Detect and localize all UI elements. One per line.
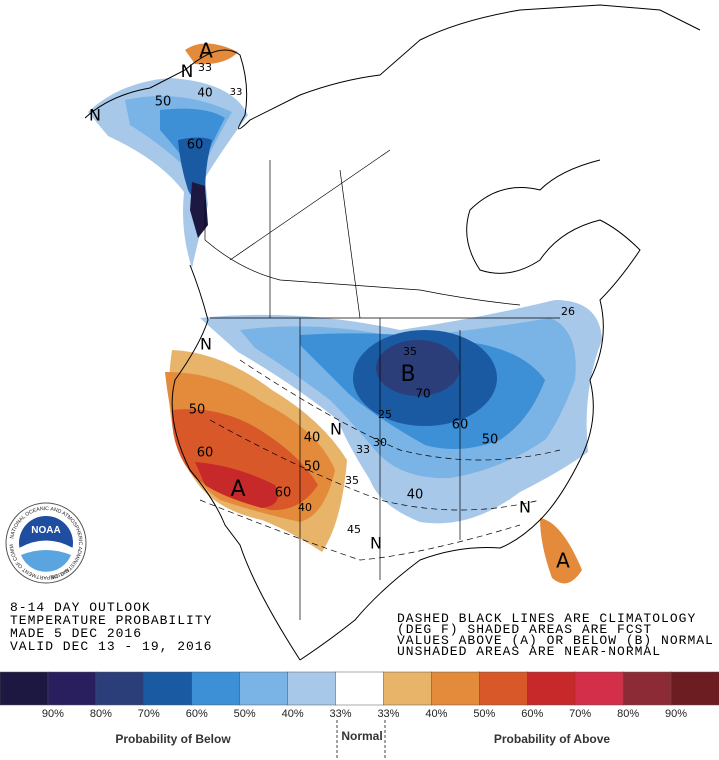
legend-heading: Normal xyxy=(341,729,382,743)
note-line: UNSHADED AREAS ARE NEAR-NORMAL xyxy=(397,644,661,659)
legend-swatch xyxy=(527,671,576,706)
map-label: 60 xyxy=(452,418,469,433)
title-line: MADE 5 DEC 2016 xyxy=(10,626,142,641)
map-label: 30 xyxy=(373,436,387,449)
legend-label: 33% xyxy=(330,708,352,720)
map-label: N xyxy=(370,534,382,553)
legend-label: 50% xyxy=(473,708,495,720)
map-label: 40 xyxy=(298,501,312,514)
legend-swatch xyxy=(191,671,241,706)
shade-us-below xyxy=(376,340,460,396)
map-label: 50 xyxy=(482,433,499,448)
map-label: 50 xyxy=(304,460,321,475)
legend-swatch xyxy=(287,671,337,706)
legend-swatch xyxy=(335,671,385,706)
map-label: 40 xyxy=(304,431,321,446)
legend-label: 70% xyxy=(569,708,591,720)
shade-alaska-above xyxy=(185,43,238,65)
map-label: 33 xyxy=(198,61,212,74)
shade-florida-above xyxy=(540,518,582,584)
map-label: N xyxy=(519,498,531,517)
note-line: VALUES ABOVE (A) OR BELOW (B) NORMAL xyxy=(397,633,714,648)
map-label: B xyxy=(400,362,415,387)
legend-label: 90% xyxy=(665,708,687,720)
title-line: VALID DEC 13 - 19, 2016 xyxy=(10,639,212,654)
map-label: 33 xyxy=(230,87,243,98)
note-line: (DEG F) SHADED AREAS ARE FCST xyxy=(397,622,652,637)
map-label: 26 xyxy=(561,305,575,318)
map-label: A xyxy=(230,477,245,502)
map-label: 35 xyxy=(345,474,359,487)
logo-text: NOAA xyxy=(31,525,60,536)
map-label: 40 xyxy=(407,488,424,503)
map-label: A xyxy=(556,549,570,573)
map-label: 33 xyxy=(356,443,370,456)
map-label: 25 xyxy=(378,408,392,421)
map-label: 60 xyxy=(275,486,292,501)
map-label: 35 xyxy=(403,345,417,358)
coastline xyxy=(84,4,701,130)
legend-swatch xyxy=(670,671,719,706)
legend-label: 60% xyxy=(521,708,543,720)
legend-label: 90% xyxy=(42,708,64,720)
coastline xyxy=(171,264,301,661)
shade-us-above xyxy=(195,462,279,508)
map-label: 70 xyxy=(415,387,430,401)
logo-sea xyxy=(21,550,71,572)
legend-swatch xyxy=(239,671,289,706)
map-label: A xyxy=(199,39,213,63)
legend-swatch xyxy=(574,671,624,706)
note-line: DASHED BLACK LINES ARE CLIMATOLOGY xyxy=(397,611,696,626)
title-line: TEMPERATURE PROBABILITY xyxy=(10,613,212,628)
map-label: N xyxy=(330,420,342,439)
map-label: 60 xyxy=(197,446,214,461)
legend-heading: Probability of Above xyxy=(494,732,611,746)
coastline xyxy=(299,159,641,661)
shade-alaska xyxy=(178,137,212,199)
map-label: N xyxy=(89,106,101,125)
legend-swatch xyxy=(431,671,481,706)
legend-swatch xyxy=(622,671,672,706)
map-label: 50 xyxy=(189,403,206,418)
noaa-logo: NOAA NATIONAL OCEANIC AND ATMOSPHERIC AD… xyxy=(5,502,87,584)
legend-label: 80% xyxy=(90,708,112,720)
map-label: N xyxy=(200,335,212,354)
legend-label: 40% xyxy=(425,708,447,720)
legend-label: 40% xyxy=(282,708,304,720)
legend-label: 33% xyxy=(377,708,399,720)
legend-swatch xyxy=(479,671,529,706)
legend-label: 60% xyxy=(186,708,208,720)
shade-alaska xyxy=(190,182,208,238)
legend-heading: Probability of Below xyxy=(115,732,231,746)
map-label: N xyxy=(181,62,194,82)
map-label: 50 xyxy=(155,95,172,110)
map-label: 45 xyxy=(347,523,361,536)
legend-label: 50% xyxy=(234,708,256,720)
border xyxy=(204,149,560,620)
climatology-line xyxy=(199,359,561,561)
title-line: 8-14 DAY OUTLOOK xyxy=(10,600,151,615)
legend-swatch xyxy=(143,671,193,706)
legend-swatch xyxy=(47,671,97,706)
map-label: 60 xyxy=(187,138,204,153)
legend-swatch xyxy=(95,671,145,706)
map-label: 40 xyxy=(197,86,212,100)
legend-swatch xyxy=(383,671,433,706)
legend-swatch xyxy=(0,671,49,706)
legend-label: 70% xyxy=(138,708,160,720)
legend-label: 80% xyxy=(617,708,639,720)
